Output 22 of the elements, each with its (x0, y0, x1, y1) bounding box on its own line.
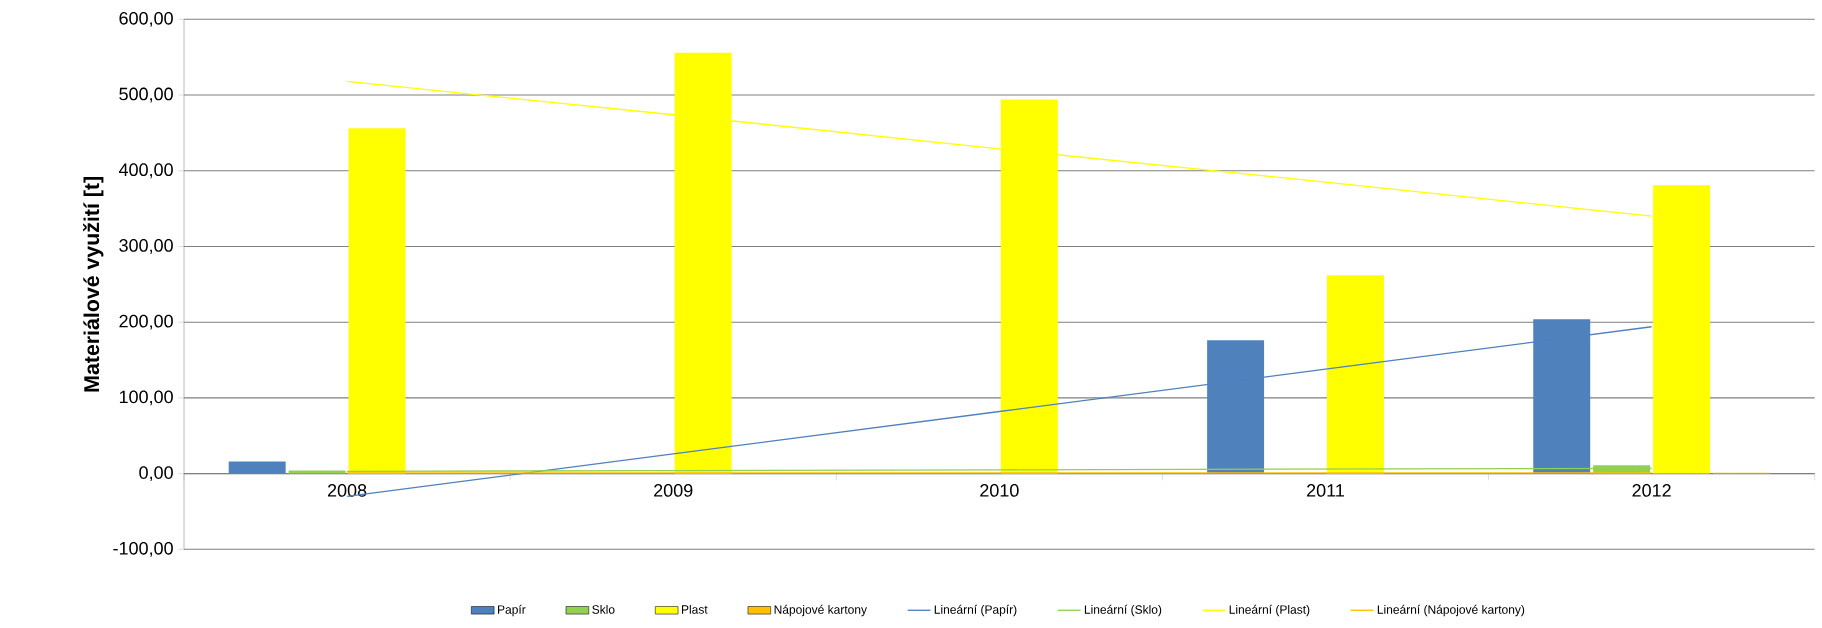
y-tick-label: 600,00 (119, 11, 173, 27)
x-tick-label: 2012 (1632, 484, 1671, 497)
legend-label: Lineární (Plast) (1229, 604, 1310, 617)
y-tick-label: 400,00 (118, 163, 173, 179)
y-tick-label: 200,00 (119, 314, 173, 330)
legend-label: Lineární (Nápojové kartony) (1377, 604, 1525, 617)
legend-label: Lineární (Sklo) (1084, 604, 1162, 617)
legend-label: Lineární (Papír) (934, 604, 1017, 617)
x-tick-label: 2010 (980, 484, 1019, 497)
y-tick-label: 300,00 (119, 239, 173, 254)
x-tick-label: 2009 (654, 484, 693, 497)
x-tick-label: 2011 (1307, 484, 1344, 497)
x-tick-label: 2008 (327, 484, 367, 497)
y-tick-label: 100,00 (119, 390, 173, 406)
legend-label: Sklo (592, 604, 615, 614)
legend-label: Papír (498, 604, 526, 617)
y-tick-label: -100,00 (113, 541, 173, 557)
y-tick-label: 0,00 (139, 466, 173, 482)
legend-label: Nápojové kartony (774, 604, 867, 617)
y-tick-label: 500,00 (119, 87, 173, 103)
y-axis-title: Materiálové využití [t] (83, 177, 104, 392)
legend-label: Plast (681, 604, 708, 614)
